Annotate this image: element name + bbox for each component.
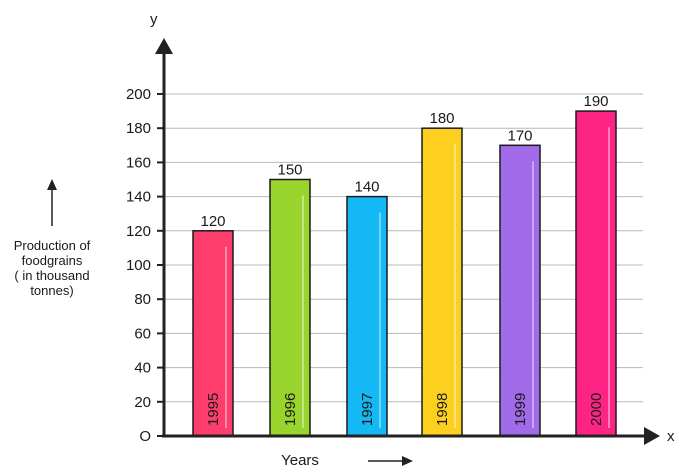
y-axis-label-line-4: tonnes) xyxy=(30,283,73,298)
y-tick-label: O xyxy=(139,428,151,445)
y-label-arrow-head xyxy=(47,179,57,190)
bar xyxy=(575,110,617,437)
bar xyxy=(499,144,541,437)
bar xyxy=(421,127,463,437)
category-label: 1998 xyxy=(434,393,451,426)
x-axis-arrow xyxy=(644,427,660,445)
y-ticks: O 20 40 60 80 100 120 140 160 180 200 xyxy=(126,86,164,445)
y-tick-label: 140 xyxy=(126,189,151,206)
y-axis-label-line-1: Production of xyxy=(14,238,91,253)
y-tick-label: 100 xyxy=(126,257,151,274)
y-tick-label: 200 xyxy=(126,86,151,103)
y-tick-label: 180 xyxy=(126,120,151,137)
data-label: 190 xyxy=(583,93,608,110)
y-tick-label: 160 xyxy=(126,154,151,171)
category-label: 1995 xyxy=(205,393,222,426)
category-label: 2000 xyxy=(588,393,605,426)
data-label: 150 xyxy=(277,162,302,179)
data-label: 140 xyxy=(354,179,379,196)
y-tick-label: 80 xyxy=(134,291,151,308)
x-axis-label: Years xyxy=(281,452,319,469)
y-tick-label: 120 xyxy=(126,223,151,240)
y-axis-arrow xyxy=(155,38,173,54)
category-label: 1996 xyxy=(282,393,299,426)
data-label: 120 xyxy=(200,213,225,230)
category-label: 1999 xyxy=(512,393,529,426)
gridlines xyxy=(164,93,643,403)
x-axis-letter: x xyxy=(667,428,675,445)
x-label-arrow-head xyxy=(402,456,413,466)
data-label: 170 xyxy=(507,127,532,144)
y-tick-label: 40 xyxy=(134,360,151,377)
data-label: 180 xyxy=(429,110,454,127)
y-axis-letter: y xyxy=(150,11,158,28)
y-tick-label: 60 xyxy=(134,325,151,342)
y-axis-label-line-3: ( in thousand xyxy=(14,268,89,283)
y-tick-label: 20 xyxy=(134,394,151,411)
y-axis-label-line-2: foodgrains xyxy=(22,253,83,268)
category-label: 1997 xyxy=(359,393,376,426)
